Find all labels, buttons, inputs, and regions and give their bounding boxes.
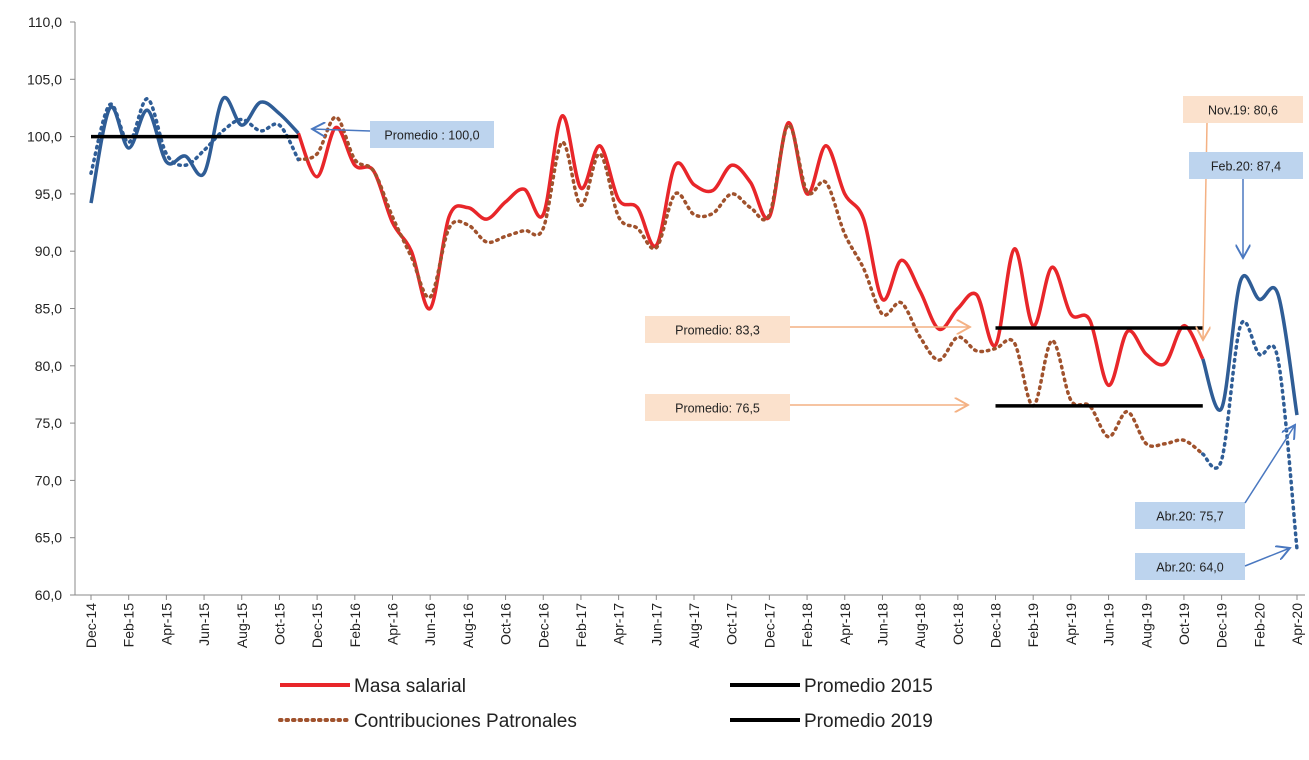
x-tick-label: Dec-16 [535,603,551,648]
annotation-text: Promedio: 83,3 [675,324,760,338]
x-tick-label: Oct-15 [271,603,287,645]
x-tick-label: Feb-16 [347,603,363,648]
y-tick-label: 90,0 [35,243,62,259]
x-tick-label: Apr-15 [158,603,174,645]
y-tick-label: 80,0 [35,358,62,374]
legend-label: Masa salarial [354,676,466,697]
x-tick-label: Aug-15 [234,603,250,648]
x-tick-label: Apr-17 [611,603,627,645]
annotation-text: Nov.19: 80,6 [1208,104,1278,118]
annotation-box [1183,96,1303,123]
annotation-box [645,316,790,343]
x-tick-label: Oct-19 [1176,603,1192,645]
annotation-box [370,121,494,148]
x-tick-label: Feb-19 [1025,603,1041,648]
x-tick-label: Aug-16 [460,603,476,648]
x-tick-label: Aug-19 [1138,603,1154,648]
annotation-arrow [1244,548,1290,567]
y-tick-label: 95,0 [35,186,62,202]
annotation-box [1189,152,1303,179]
annotation-text: Abr.20: 64,0 [1156,561,1223,575]
x-tick-label: Apr-19 [1063,603,1079,645]
y-tick-label: 85,0 [35,301,62,317]
x-tick-label: Jun-17 [648,603,664,646]
y-tick-label: 60,0 [35,587,62,603]
x-tick-label: Apr-18 [837,603,853,645]
x-tick-label: Feb-18 [799,603,815,648]
y-tick-label: 100,0 [27,129,62,145]
legend-label: Contribuciones Patronales [354,711,577,732]
x-tick-label: Jun-15 [196,603,212,646]
y-tick-label: 65,0 [35,530,62,546]
y-tick-label: 105,0 [27,71,62,87]
x-tick-label: Oct-17 [724,603,740,645]
x-tick-label: Feb-20 [1251,603,1267,648]
annotation-text: Feb.20: 87,4 [1211,160,1281,174]
x-tick-label: Aug-18 [912,603,928,648]
x-tick-label: Apr-16 [385,603,401,645]
series-line [296,114,1205,388]
annotation-text: Abr.20: 75,7 [1156,510,1223,524]
annotation-box [1135,502,1245,529]
x-tick-label: Oct-16 [498,603,514,645]
annotation-arrow [1244,425,1295,504]
x-tick-label: Dec-15 [309,603,325,648]
annotation-box [1135,553,1245,580]
x-tick-label: Dec-19 [1214,603,1230,648]
x-tick-label: Dec-14 [83,603,99,648]
x-tick-label: Apr-20 [1289,603,1305,645]
annotation-arrow [312,129,371,131]
annotation-text: Promedio : 100,0 [384,129,479,143]
legend-label: Promedio 2019 [804,711,933,732]
x-tick-label: Feb-17 [573,603,589,648]
y-tick-label: 110,0 [28,14,62,30]
x-tick-label: Aug-17 [686,603,702,648]
x-tick-label: Feb-15 [121,603,137,648]
x-tick-label: Jun-18 [874,603,890,646]
x-tick-label: Jun-16 [422,603,438,646]
annotation-box [645,394,790,421]
y-tick-label: 70,0 [35,472,62,488]
series-line [296,115,1205,456]
annotation-text: Promedio: 76,5 [675,402,760,416]
x-tick-label: Jun-19 [1101,603,1117,646]
legend-label: Promedio 2015 [804,676,933,697]
x-tick-label: Dec-18 [988,603,1004,648]
y-tick-label: 75,0 [35,415,62,431]
x-tick-label: Oct-18 [950,603,966,645]
series-line [89,97,1299,551]
x-tick-label: Dec-17 [761,603,777,648]
